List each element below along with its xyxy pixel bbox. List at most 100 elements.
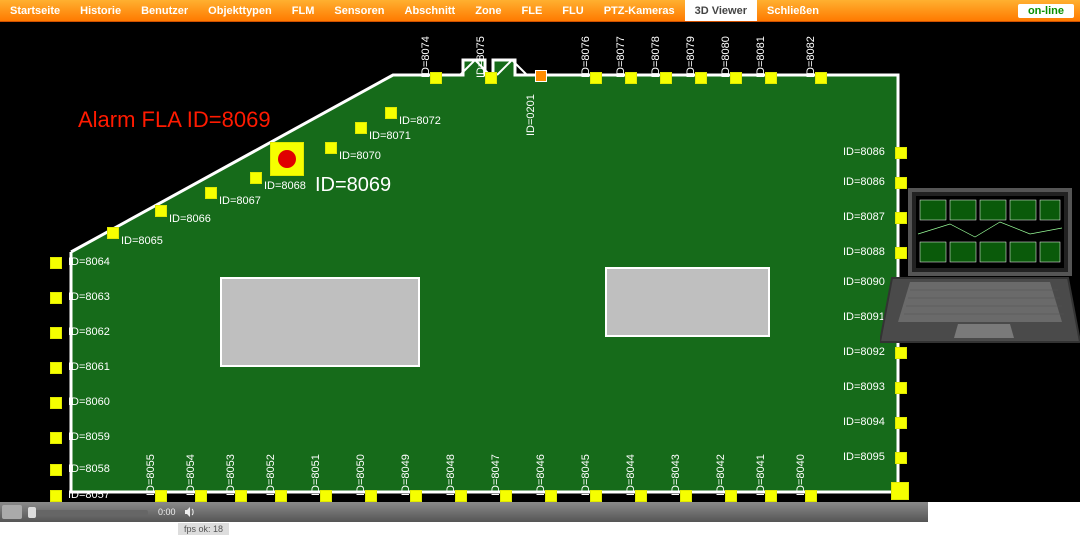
nav-benutzer[interactable]: Benutzer xyxy=(131,0,198,21)
nav-fle[interactable]: FLE xyxy=(512,0,553,21)
sensor-8094[interactable] xyxy=(895,417,907,429)
sensor-8057[interactable] xyxy=(50,490,62,502)
sensor-label-8060: ID=8060 xyxy=(68,396,110,408)
sensor-label-8052: ID=8052 xyxy=(265,454,277,496)
sensor-label-0201: ID=0201 xyxy=(525,94,537,136)
sensor-8093[interactable] xyxy=(895,382,907,394)
nav-historie[interactable]: Historie xyxy=(70,0,131,21)
sensor-label-8065: ID=8065 xyxy=(121,235,163,247)
sensor-label-8067: ID=8067 xyxy=(219,195,261,207)
nav-zone[interactable]: Zone xyxy=(465,0,511,21)
sensor-label-8088: ID=8088 xyxy=(843,246,885,258)
sensor-label-8041: ID=8041 xyxy=(755,454,767,496)
sensor-label-8048: ID=8048 xyxy=(445,454,457,496)
sensor-label-8046: ID=8046 xyxy=(535,454,547,496)
alarm-sensor[interactable] xyxy=(270,142,304,176)
sensor-label-8077: ID=8077 xyxy=(615,36,627,78)
alarm-dot-icon xyxy=(278,150,296,168)
sensor-8058[interactable] xyxy=(50,464,62,476)
sensor-label-8062: ID=8062 xyxy=(68,326,110,338)
sensor-label-8043: ID=8043 xyxy=(670,454,682,496)
online-badge: on-line xyxy=(1018,4,1074,18)
sensor-8086[interactable] xyxy=(895,147,907,159)
sensor-8067[interactable] xyxy=(205,187,217,199)
sensor-label-8061: ID=8061 xyxy=(68,361,110,373)
sensor-label-8059: ID=8059 xyxy=(68,431,110,443)
sensor-label-8042: ID=8042 xyxy=(715,454,727,496)
sensor-label-8080: ID=8080 xyxy=(720,36,732,78)
sensor-8072[interactable] xyxy=(385,107,397,119)
gate-sensor[interactable] xyxy=(535,70,547,82)
sensor-8068[interactable] xyxy=(250,172,262,184)
sensor-label-8055: ID=8055 xyxy=(145,454,157,496)
nav-schlie-en[interactable]: Schließen xyxy=(757,0,829,21)
laptop-graphic xyxy=(880,182,1080,352)
sensor-label-8071: ID=8071 xyxy=(369,130,411,142)
sensor-8063[interactable] xyxy=(50,292,62,304)
sensor-label-8066: ID=8066 xyxy=(169,213,211,225)
sensor-8060[interactable] xyxy=(50,397,62,409)
sensor-label-8078: ID=8078 xyxy=(650,36,662,78)
building-0 xyxy=(220,277,420,367)
sensor-label-8068: ID=8068 xyxy=(264,180,306,192)
nav-startseite[interactable]: Startseite xyxy=(0,0,70,21)
app-root: StartseiteHistorieBenutzerObjekttypenFLM… xyxy=(0,0,1080,535)
sensor-label-8044: ID=8044 xyxy=(625,454,637,496)
fps-info: fps ok: 18 xyxy=(178,523,229,535)
sensor-label-8070: ID=8070 xyxy=(339,150,381,162)
top-nav: StartseiteHistorieBenutzerObjekttypenFLM… xyxy=(0,0,1080,22)
sensor-label-8054: ID=8054 xyxy=(185,454,197,496)
nav-sensoren[interactable]: Sensoren xyxy=(324,0,394,21)
seek-time: 0:00 xyxy=(158,507,176,517)
sensor-label-8053: ID=8053 xyxy=(225,454,237,496)
sensor-label-8040: ID=8040 xyxy=(795,454,807,496)
sensor-8064[interactable] xyxy=(50,257,62,269)
sensor-label-8093: ID=8093 xyxy=(843,381,885,393)
sensor-label-8081: ID=8081 xyxy=(755,36,767,78)
building-1 xyxy=(605,267,770,337)
sensor-label-8074: ID=8074 xyxy=(420,36,432,78)
sensor-label-8079: ID=8079 xyxy=(685,36,697,78)
seek-thumb[interactable] xyxy=(28,507,36,518)
sensor-label-8086: ID=8086 xyxy=(843,146,885,158)
sensor-label-8091: ID=8091 xyxy=(843,311,885,323)
nav-flu[interactable]: FLU xyxy=(552,0,593,21)
sensor-label-8051: ID=8051 xyxy=(310,454,322,496)
nav-abschnitt[interactable]: Abschnitt xyxy=(395,0,466,21)
sensor-label-8087: ID=8087 xyxy=(843,211,885,223)
nav-flm[interactable]: FLM xyxy=(282,0,325,21)
nav-3d-viewer[interactable]: 3D Viewer xyxy=(685,0,757,21)
sensor-label-8075: ID=8075 xyxy=(475,36,487,78)
sensor-8062[interactable] xyxy=(50,327,62,339)
sensor-8070[interactable] xyxy=(325,142,337,154)
sensor-label-8045: ID=8045 xyxy=(580,454,592,496)
sensor-8059[interactable] xyxy=(50,432,62,444)
seek-track[interactable] xyxy=(28,510,148,515)
corner-sensor[interactable] xyxy=(891,482,909,500)
sensor-label-8072: ID=8072 xyxy=(399,115,441,127)
nav-objekttypen[interactable]: Objekttypen xyxy=(198,0,282,21)
nav-ptz-kameras[interactable]: PTZ-Kameras xyxy=(594,0,685,21)
sensor-label-8082: ID=8082 xyxy=(805,36,817,78)
sensor-8095[interactable] xyxy=(895,452,907,464)
sensor-label-8064: ID=8064 xyxy=(68,256,110,268)
sensor-label-8063: ID=8063 xyxy=(68,291,110,303)
sensor-label-8092: ID=8092 xyxy=(843,346,885,358)
sensor-label-8049: ID=8049 xyxy=(400,454,412,496)
sensor-label-8058: ID=8058 xyxy=(68,463,110,475)
sensor-8066[interactable] xyxy=(155,205,167,217)
sensor-8065[interactable] xyxy=(107,227,119,239)
viewer-canvas: Alarm FLA ID=8069 ID=8069 ID=8064ID=8063… xyxy=(0,22,1080,502)
sensor-label-8047: ID=8047 xyxy=(490,454,502,496)
alarm-sensor-biglabel: ID=8069 xyxy=(315,174,391,197)
sensor-8071[interactable] xyxy=(355,122,367,134)
sensor-label-8094: ID=8094 xyxy=(843,416,885,428)
volume-icon[interactable] xyxy=(184,506,196,518)
sensor-label-8086: ID=8086 xyxy=(843,176,885,188)
sensor-label-8076: ID=8076 xyxy=(580,36,592,78)
seek-bar[interactable]: 0:00 xyxy=(0,502,928,522)
sensor-8061[interactable] xyxy=(50,362,62,374)
sensor-label-8050: ID=8050 xyxy=(355,454,367,496)
perimeter: Alarm FLA ID=8069 ID=8069 ID=8064ID=8063… xyxy=(45,52,915,497)
play-button[interactable] xyxy=(2,505,22,519)
